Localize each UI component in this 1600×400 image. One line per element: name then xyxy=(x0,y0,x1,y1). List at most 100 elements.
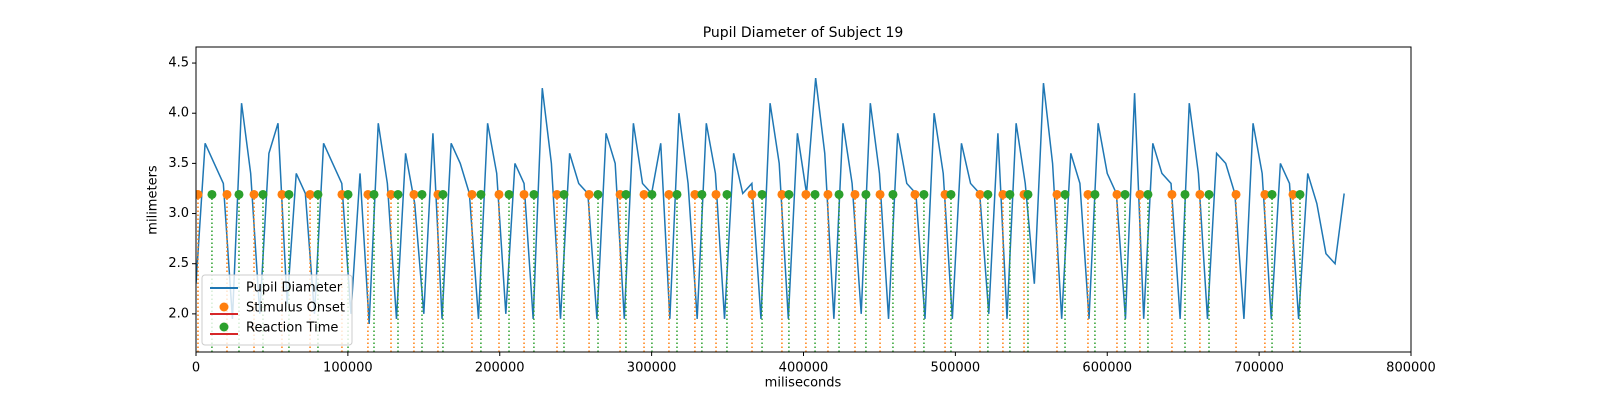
stem-marker xyxy=(234,189,244,199)
stem-marker xyxy=(369,189,379,199)
y-axis-label: milimeters xyxy=(146,165,161,235)
stem-marker xyxy=(504,189,514,199)
stem-marker xyxy=(1167,189,1177,199)
stem-marker xyxy=(1195,189,1205,199)
stem-marker xyxy=(711,189,721,199)
stem-marker xyxy=(1083,189,1093,199)
stem-marker xyxy=(919,189,929,199)
stem-marker xyxy=(393,189,403,199)
stem-marker xyxy=(850,189,860,199)
legend-label: Reaction Time xyxy=(246,321,338,336)
stem-marker xyxy=(207,189,217,199)
y-tick-label: 4.0 xyxy=(168,106,189,121)
stem-marker xyxy=(552,189,562,199)
axes-frame xyxy=(195,46,1412,353)
stem-marker xyxy=(313,189,323,199)
legend-box xyxy=(201,274,353,346)
legend-label: Stimulus Onset xyxy=(246,301,345,316)
stem-marker xyxy=(284,189,294,199)
stem-marker xyxy=(664,189,674,199)
x-tick-label: 100000 xyxy=(323,361,373,376)
stem-marker xyxy=(584,189,594,199)
legend-marker xyxy=(219,302,229,312)
stem-marker xyxy=(834,189,844,199)
stem-marker xyxy=(494,189,504,199)
stem-marker xyxy=(559,189,569,199)
stem-marker xyxy=(258,189,268,199)
stem-marker xyxy=(409,189,419,199)
stem-marker xyxy=(1231,189,1241,199)
stem-marker xyxy=(861,189,871,199)
stem-marker xyxy=(998,189,1008,199)
stem-marker xyxy=(1112,189,1122,199)
stem-marker xyxy=(305,189,315,199)
x-tick-label: 500000 xyxy=(931,361,981,376)
stem-marker xyxy=(697,189,707,199)
stem-marker xyxy=(722,189,732,199)
stem-marker xyxy=(1005,189,1015,199)
stem-marker xyxy=(875,189,885,199)
stem-marker xyxy=(975,189,985,199)
stem-marker xyxy=(277,189,287,199)
stem-marker xyxy=(757,189,767,199)
y-tick-label: 4.5 xyxy=(168,56,189,71)
stem-marker xyxy=(1204,189,1214,199)
x-tick-label: 600000 xyxy=(1082,361,1132,376)
x-tick-label: 0 xyxy=(192,361,200,376)
stem-marker xyxy=(1180,189,1190,199)
stem-marker xyxy=(983,189,993,199)
stem-marker xyxy=(519,189,529,199)
legend-label: Pupil Diameter xyxy=(246,281,343,296)
chart-title: Pupil Diameter of Subject 19 xyxy=(703,25,904,41)
stem-marker xyxy=(823,189,833,199)
y-tick-label: 2.0 xyxy=(168,306,189,321)
stem-marker xyxy=(1260,189,1270,199)
stem-marker xyxy=(1143,189,1153,199)
plot-area xyxy=(196,78,1345,352)
stem-marker xyxy=(467,189,477,199)
stem-marker xyxy=(621,189,631,199)
stem-marker xyxy=(672,189,682,199)
stem-marker xyxy=(639,189,649,199)
x-tick-label: 400000 xyxy=(779,361,829,376)
stem-marker xyxy=(1060,189,1070,199)
stem-marker xyxy=(1288,189,1298,199)
stem-marker xyxy=(810,189,820,199)
stem-marker xyxy=(529,189,539,199)
stem-marker xyxy=(801,189,811,199)
x-tick-label: 200000 xyxy=(475,361,525,376)
stem-marker xyxy=(386,189,396,199)
stem-marker xyxy=(476,189,486,199)
x-axis-label: miliseconds xyxy=(765,376,842,391)
stem-marker xyxy=(910,189,920,199)
stem-marker xyxy=(690,189,700,199)
legend-marker xyxy=(219,322,229,332)
stem-marker xyxy=(438,189,448,199)
stem-marker xyxy=(1090,189,1100,199)
x-tick-label: 300000 xyxy=(627,361,677,376)
y-tick-label: 3.0 xyxy=(168,206,189,221)
stem-marker xyxy=(1295,189,1305,199)
stem-marker xyxy=(777,189,787,199)
stem-marker xyxy=(1135,189,1145,199)
stem-marker xyxy=(747,189,757,199)
stem-marker xyxy=(593,189,603,199)
stem-marker xyxy=(647,189,657,199)
stem-marker xyxy=(1023,189,1033,199)
stem-marker xyxy=(222,189,232,199)
stem-marker xyxy=(784,189,794,199)
stem-marker xyxy=(196,189,203,199)
stem-marker xyxy=(888,189,898,199)
x-tick-label: 700000 xyxy=(1234,361,1284,376)
y-tick-label: 3.5 xyxy=(168,156,189,171)
stem-marker xyxy=(1052,189,1062,199)
stem-marker xyxy=(946,189,956,199)
stem-marker xyxy=(249,189,259,199)
x-tick-label: 800000 xyxy=(1386,361,1436,376)
y-tick-label: 2.5 xyxy=(168,256,189,271)
stem-marker xyxy=(1267,189,1277,199)
stem-marker xyxy=(1120,189,1130,199)
stem-marker xyxy=(417,189,427,199)
